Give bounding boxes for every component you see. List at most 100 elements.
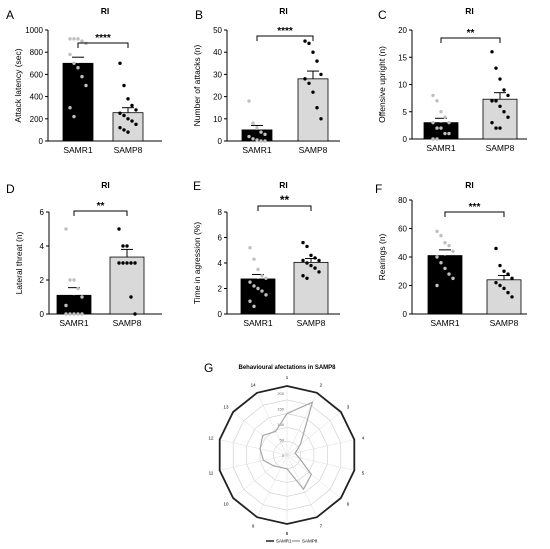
radar-ring-label: 50 [280,437,285,442]
data-point [447,243,451,248]
data-point [260,274,264,278]
data-point [431,137,435,141]
radar-spoke [219,454,288,471]
data-point [80,39,84,43]
data-point [305,261,309,265]
data-point [319,117,323,121]
radar-spoke [256,454,288,518]
panel-label: C [378,8,387,22]
significance-bracket [257,205,312,211]
bar-samr1 [427,255,463,315]
data-point [494,126,498,130]
radar-axis-label: 3 [347,404,350,409]
data-point [506,290,510,295]
y-tick-label: 80 [398,196,407,205]
legend-label: SAMR1 [276,539,292,544]
radar-axis-label: 4 [362,436,365,441]
radar-spoke [286,411,342,456]
y-axis-label: Offensive upright (n) [377,46,387,123]
data-point [498,263,502,268]
x-tick-label: SAMR1 [243,318,273,328]
data-point [502,88,506,92]
data-point [439,261,443,265]
y-tick-label: 20 [398,282,407,291]
data-point [313,256,317,260]
data-point [76,312,80,316]
data-point [490,50,494,54]
data-point [317,258,321,263]
x-tick-label: SAMR1 [59,318,89,328]
data-point [76,286,80,291]
y-tick-label: 0 [40,310,45,319]
radar-spoke [256,392,288,456]
data-point [498,126,502,130]
chart-title: RI [279,6,288,16]
data-point [435,99,439,103]
data-point [259,139,263,143]
data-point [443,115,447,119]
x-tick-label: SAMR1 [426,143,456,153]
significance-bracket [256,35,314,41]
data-point [125,261,129,265]
data-point [117,227,121,231]
data-point [126,117,130,121]
data-point [263,139,267,143]
data-point [494,66,498,70]
radar-axis-label: 5 [362,470,365,475]
data-point [126,130,130,134]
data-point [502,286,506,291]
bar-samr1 [56,294,92,315]
y-tick-label: 20 [213,93,222,102]
data-point [311,50,315,54]
data-point [315,106,319,110]
data-point [130,119,134,123]
data-point [439,233,443,238]
y-tick-label: 50 [213,26,222,35]
chart-panel-a: A RI 0 200 400 600 800 1000 Attack latency (sec)… [6,6,162,155]
data-point [494,246,498,251]
x-tick-label: SAMP8 [490,318,519,328]
data-point [439,126,443,130]
y-tick-label: 40 [213,48,222,57]
data-point [259,130,263,134]
significance-label: ** [97,201,105,212]
data-point [301,258,305,263]
radar-ring-label: 150 [277,406,284,411]
bar-samr1 [62,62,94,142]
radar-axis-label: 10 [224,502,230,507]
radar-ring-label: 0 [282,453,285,458]
radar-spoke [219,439,288,456]
data-point [264,293,268,297]
radar-axis-label: 7 [320,523,323,528]
data-point [506,93,510,98]
data-point [451,249,455,253]
y-tick-label: 10 [213,115,222,124]
chart-panel-e: E RI 0 2 4 6 8 Time in agression (%) SAMR1 SAMP8 *… [192,179,340,328]
data-point [251,121,255,125]
y-tick-label: 0 [403,135,408,144]
data-point [76,37,80,41]
data-point [307,81,311,85]
significance-bracket [440,37,501,43]
significance-bracket [77,42,129,48]
y-tick-label: 30 [213,70,222,79]
radar-spoke [232,454,288,499]
x-tick-label: SAMP8 [297,318,326,328]
panel-label: A [6,8,14,22]
x-tick-label: SAMR1 [430,318,460,328]
radar-series-samp8 [259,401,314,491]
data-point [76,66,80,70]
data-point [133,312,137,316]
data-point [72,61,76,65]
x-tick-label: SAMP8 [486,143,515,153]
data-point [72,278,76,282]
data-point [248,299,252,303]
chart-panel-d: D RI 0 2 4 6 Lateral threat (n) SAMR1 SAMP8 ** [6,180,162,328]
significance-label: **** [277,26,293,37]
data-point [72,37,76,41]
data-point [80,295,84,299]
bar-samr1 [423,122,459,140]
chart-panel-g: G Behavioural afectations in SAMP81234567… [204,361,365,544]
radar-axis-label: 11 [209,470,214,475]
data-point [264,276,268,280]
